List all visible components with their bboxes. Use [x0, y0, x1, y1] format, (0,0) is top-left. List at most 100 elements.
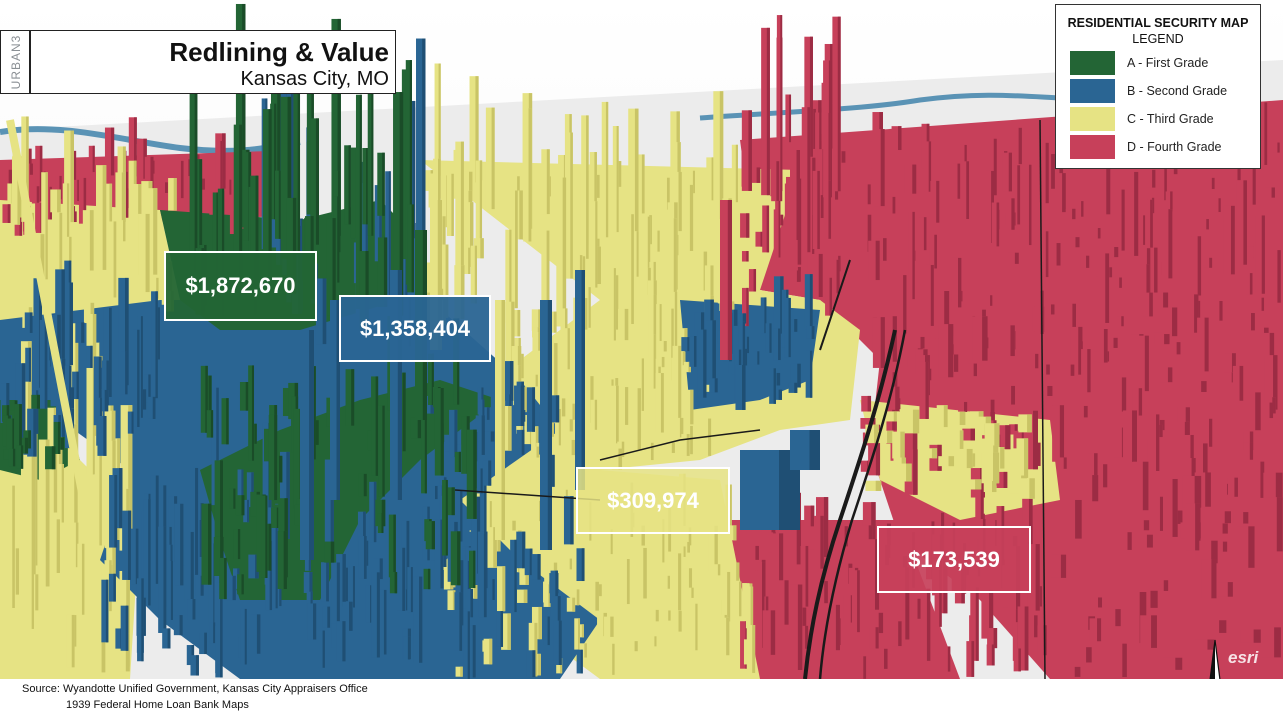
building-bar — [201, 503, 212, 585]
building-bar — [510, 190, 518, 309]
building-bar-shade — [613, 268, 616, 341]
building-bar-shade — [739, 581, 742, 617]
building-bar-shade — [1154, 247, 1158, 294]
building-bar-shade — [1050, 304, 1055, 315]
building-bar — [609, 378, 619, 390]
building-bar — [7, 485, 15, 608]
building-bar — [672, 171, 682, 232]
building-bar — [375, 499, 386, 527]
building-bar-shade — [1143, 215, 1147, 245]
building-bar-shade — [473, 550, 476, 589]
building-bar — [1065, 208, 1076, 220]
building-bar — [1203, 257, 1213, 268]
building-bar — [697, 251, 708, 291]
building-bar-shade — [959, 430, 964, 457]
building-bar — [1039, 142, 1049, 204]
building-bar — [219, 557, 227, 600]
building-bar — [765, 323, 772, 353]
building-bar — [272, 455, 283, 483]
building-bar — [672, 345, 682, 425]
building-bar — [930, 180, 940, 223]
building-bar-shade — [1271, 187, 1275, 198]
building-bar-shade — [906, 463, 912, 482]
building-bar-shade — [570, 496, 574, 545]
building-bar-shade — [978, 411, 984, 422]
building-bar — [876, 238, 887, 261]
building-bar — [407, 204, 414, 293]
legend-item-b: B - Second Grade — [1070, 79, 1255, 103]
value-callout-b: $1,358,404 — [339, 295, 491, 362]
building-bar-shade — [383, 237, 388, 307]
building-bar — [1169, 342, 1181, 355]
page-title: Redlining & Value — [169, 37, 389, 67]
building-bar — [735, 364, 746, 410]
building-bar-shade — [381, 499, 386, 527]
building-bar-shade — [875, 480, 882, 491]
building-bar — [745, 586, 754, 629]
building-bar-shade — [1086, 255, 1090, 268]
building-bar — [1203, 418, 1213, 447]
building-bar-shade — [322, 630, 325, 668]
building-bar-shade — [1219, 620, 1227, 633]
building-bar-shade — [595, 581, 599, 611]
building-bar-shade — [1062, 173, 1066, 213]
building-bar — [788, 319, 798, 332]
building-bar — [501, 379, 512, 451]
building-bar — [975, 479, 984, 558]
building-bar-shade — [871, 502, 876, 557]
building-bar-shade — [931, 448, 938, 459]
building-bar-shade — [553, 311, 557, 333]
building-bar-shade — [150, 156, 154, 201]
legend-swatch-a — [1070, 51, 1115, 75]
building-bar — [811, 253, 823, 297]
building-bar-shade — [337, 196, 340, 283]
building-bar-shade — [517, 309, 521, 337]
building-bar-shade — [514, 539, 517, 613]
building-bar-shade — [241, 574, 244, 595]
building-bar — [550, 570, 558, 620]
building-bar — [115, 628, 123, 649]
building-bar-shade — [653, 261, 656, 290]
building-bar — [987, 628, 998, 649]
building-bar — [416, 38, 426, 286]
building-bar-shade — [12, 485, 15, 608]
building-bar — [920, 588, 931, 661]
building-bar-shade — [1277, 250, 1281, 303]
building-bar — [762, 205, 770, 253]
building-bar-shade — [265, 495, 268, 578]
building-bar — [636, 547, 647, 599]
building-bar — [25, 347, 31, 382]
building-bar-shade — [312, 366, 316, 460]
building-bar — [401, 232, 408, 311]
building-bar-shade — [948, 324, 954, 378]
building-bar — [182, 159, 192, 177]
building-bar-shade — [1249, 442, 1254, 460]
building-bar-shade — [1035, 544, 1040, 611]
building-bar — [887, 196, 896, 214]
building-bar — [215, 140, 223, 194]
building-bar — [1243, 313, 1255, 331]
building-bar-shade — [714, 525, 718, 572]
building-bar — [115, 172, 126, 240]
building-bar-shade — [1249, 273, 1253, 295]
building-bar-shade — [242, 3, 246, 226]
building-bar — [1159, 157, 1167, 201]
building-bar — [336, 554, 346, 607]
building-bar — [1232, 365, 1244, 401]
building-bar — [865, 480, 882, 491]
building-bar-shade — [581, 548, 585, 582]
building-bar — [1149, 414, 1160, 471]
building-bar — [637, 358, 644, 411]
building-bar — [280, 96, 292, 259]
building-bar-shade — [1203, 443, 1208, 485]
building-bar — [54, 212, 63, 287]
building-bar — [35, 202, 44, 233]
building-bar — [331, 18, 341, 236]
building-bar-shade — [828, 112, 831, 237]
building-bar — [706, 157, 715, 201]
building-bar — [490, 384, 499, 435]
building-bar-shade — [883, 238, 887, 261]
building-bar-shade — [309, 572, 313, 593]
building-bar-shade — [352, 566, 355, 608]
building-bar — [769, 368, 776, 404]
